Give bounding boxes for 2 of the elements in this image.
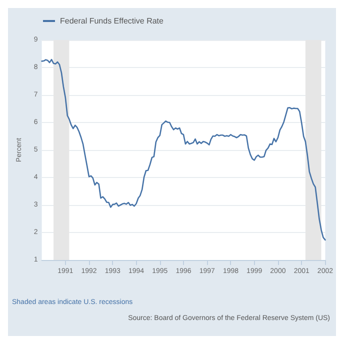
legend-label: Federal Funds Effective Rate xyxy=(60,16,164,26)
line-series xyxy=(41,58,326,241)
